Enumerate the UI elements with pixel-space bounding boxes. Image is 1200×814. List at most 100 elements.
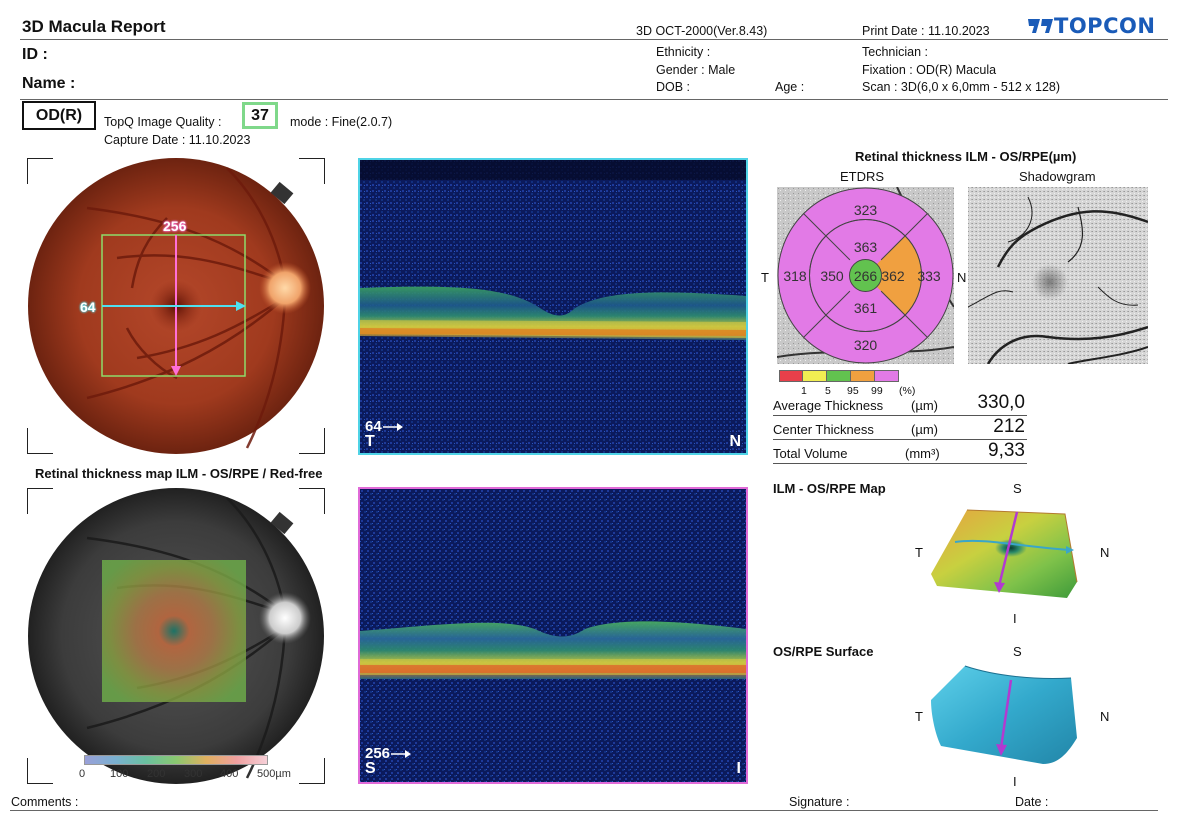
percentile-label: 95 [847,385,859,397]
shadowgram-image [968,187,1148,364]
oct-left-direction: S [365,760,376,777]
topcon-logo-icon [1028,19,1053,33]
legend-swatch [851,370,875,382]
scale-label: 300 [184,768,203,780]
measurement-label: Center Thickness [773,422,874,437]
technician: Technician : [862,45,929,59]
arrow-right-icon [391,749,412,758]
measurement-value: 212 [993,416,1025,437]
scale-label: 500µm [257,768,291,780]
frame-corner [27,488,53,514]
frame-corner [299,488,325,514]
age: Age : [775,80,805,94]
fundus-v-line-label: 256 [163,218,187,234]
percentile-label: 5 [825,385,831,397]
etdrs-section-title: Retinal thickness ILM - OS/RPE(µm) [855,149,1077,164]
legend-swatch [875,370,899,382]
oct-left-direction: T [365,433,375,450]
device-version: 3D OCT-2000(Ver.8.43) [636,24,768,38]
topcon-logo-text: TOPCON [1054,14,1156,38]
shadowgram-label: Shadowgram [1019,169,1096,184]
signature-label: Signature : [789,795,850,809]
ethnicity: Ethnicity : [656,45,711,59]
map3d-title: ILM - OS/RPE Map [773,481,886,496]
etdrs-outer-superior: 323 [854,202,878,218]
measurement-unit: (µm) [911,422,938,437]
scale-label: 400 [220,768,239,780]
etdrs-inner-nasal: 362 [881,268,905,284]
scan-mode: mode : Fine(2.0.7) [290,115,393,129]
measurement-label: Total Volume [773,446,848,461]
thickness-map-title: Retinal thickness map ILM - OS/RPE / Red… [35,466,323,481]
frame-corner [299,158,325,184]
etdrs-center: 266 [854,268,878,284]
etdrs-nasal-label: N [957,270,967,285]
etdrs-temporal-label: T [761,270,769,285]
frame-corner [27,428,53,454]
percentile-label: (%) [899,385,916,397]
print-date: Print Date : 11.10.2023 [862,24,990,38]
fundus-h-line-label: 64 [80,299,96,315]
etdrs-label: ETDRS [840,169,885,184]
frame-corner [27,158,53,184]
map3d-surface [931,509,1078,598]
quality-label: TopQ Image Quality : [104,115,222,129]
etdrs-inner-temporal: 350 [820,268,844,284]
id-label: ID : [22,46,48,63]
fundus-panel: 256 64 [27,158,325,454]
scale-label: 100 [110,768,129,780]
measurement-label: Average Thickness [773,398,884,413]
measurement-unit: (µm) [911,398,938,413]
etdrs-inner-inferior: 361 [854,300,878,316]
frame-corner [27,758,53,784]
etdrs-outer-inferior: 320 [854,337,878,353]
dob: DOB : [656,80,691,94]
map3d-superior: S [1013,481,1022,496]
eye-badge: OD(R) [22,101,96,130]
surface3d-nasal: N [1100,709,1110,724]
map3d-inferior: I [1013,611,1017,626]
gender: Gender : Male [656,63,736,77]
name-label: Name : [22,75,76,92]
percentile-label: 99 [871,385,883,397]
map3d-nasal: N [1100,545,1110,560]
oct-bscan-horizontal: 64 T N [358,158,748,455]
comments-label: Comments : [11,795,79,809]
etdrs-grid: 323 318 333 320 363 350 362 361 266 [777,187,954,364]
surface3d-temporal: T [915,709,923,724]
topcon-logo: TOPCON [1026,14,1155,38]
oct-right-direction: N [729,433,741,450]
oct-bscan-vertical: 256 S I [358,487,748,784]
legend-swatch [803,370,827,382]
oct-bscan-image [360,160,746,453]
measurement-row: Average Thickness (µm) 330,0 [773,392,1027,416]
oct-scan-label: 64 [365,418,382,435]
oct-bscan-image [360,489,746,782]
percentile-label: 1 [801,385,807,397]
date-label: Date : [1015,795,1049,809]
quality-value: 37 [242,102,278,129]
scale-label: 0 [79,768,86,780]
measurement-unit: (mm³) [905,446,940,461]
oct-scan-position: 256 [365,745,412,762]
measurement-value: 9,33 [988,440,1025,461]
surface3d-superior: S [1013,644,1022,659]
etdrs-inner-superior: 363 [854,239,878,255]
percentile-legend [779,370,899,382]
frame-corner [299,758,325,784]
arrow-right-icon [382,422,403,431]
etdrs-chart: 323 318 333 320 363 350 362 361 266 [777,187,954,364]
oct-scan-label: 256 [365,745,391,762]
legend-swatch [827,370,851,382]
frame-corner [299,428,325,454]
report-title: 3D Macula Report [22,17,166,36]
measurement-row: Center Thickness (µm) 212 [773,416,1027,440]
measurement-value: 330,0 [977,392,1025,413]
surface3d-shape [931,665,1077,764]
legend-swatch [779,370,803,382]
map3d-temporal: T [915,545,923,560]
measurement-row: Total Volume (mm³) 9,33 [773,440,1027,464]
etdrs-outer-temporal: 318 [783,268,807,284]
scale-label: 200 [147,768,166,780]
surface3d-title: OS/RPE Surface [773,644,874,659]
